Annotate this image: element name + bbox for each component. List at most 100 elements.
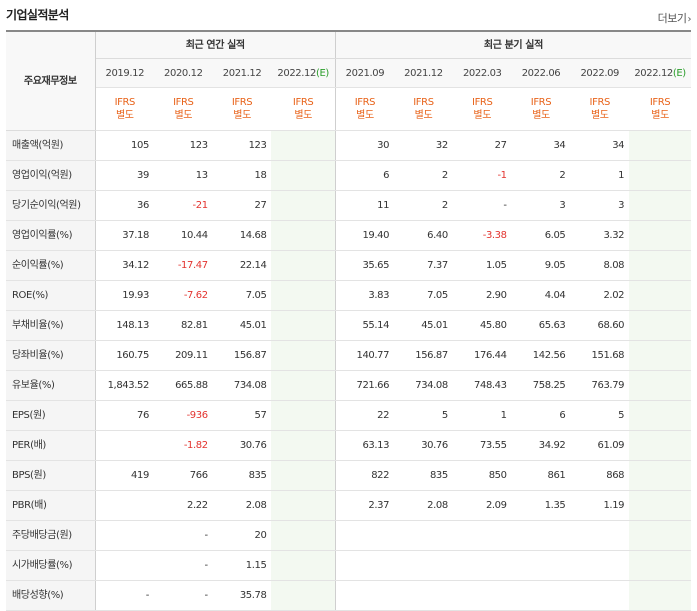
quarter-value-cell: [629, 190, 691, 221]
table-row: EPS(원) 76 -936 57 22 5 1 6 5: [6, 400, 691, 431]
annual-value-cell: -936: [153, 400, 213, 431]
quarter-value-cell: 861: [511, 460, 571, 491]
row-label: EPS(원): [6, 400, 96, 431]
ifrs-label: IFRS: [292, 97, 314, 108]
quarter-value-cell: [629, 400, 691, 431]
quarter-value-cell: 45.01: [394, 310, 453, 341]
quarter-value-cell: [629, 520, 691, 551]
annual-period-header: 2019.12: [95, 58, 154, 88]
table-row: 당기순이익(억원) 36 -21 27 11 2-3 3: [6, 190, 691, 221]
annual-value-cell: 160.75: [95, 340, 154, 371]
quarter-value-cell: 822: [335, 460, 395, 491]
annual-value-cell: [271, 310, 336, 341]
table-row: ROE(%) 19.93 -7.62 7.05 3.83 7.05 2.90 4.04 2.02: [6, 280, 691, 311]
quarter-period-label: 2022.06: [521, 67, 561, 79]
quarter-value-cell: 6.40: [394, 220, 453, 251]
quarter-value-cell: [394, 580, 453, 611]
annual-value-cell: 2.22: [153, 490, 213, 521]
ifrs-label: IFRS: [413, 97, 434, 108]
quarter-value-cell: [570, 550, 630, 581]
annual-value-cell: 665.88: [153, 370, 213, 401]
ifrs-basis-header: IFRS 별도: [212, 87, 272, 131]
annual-value-cell: [271, 550, 336, 581]
quarter-value-cell: 6.05: [511, 220, 571, 251]
quarter-value-cell: [452, 520, 512, 551]
quarter-value-cell: [629, 220, 691, 251]
table-row: 배당성향(%) - -35.78: [6, 580, 691, 611]
quarter-value-cell: [394, 520, 453, 551]
quarter-value-cell: 34.92: [511, 430, 571, 461]
separate-label: 별도: [294, 110, 312, 121]
quarter-value-cell: 3: [511, 190, 571, 221]
annual-value-cell: -21: [153, 190, 213, 221]
quarter-value-cell: [570, 580, 630, 611]
more-link[interactable]: 더보기›: [658, 10, 692, 26]
quarter-value-cell: 6: [511, 400, 571, 431]
quarter-value-cell: 2.90: [452, 280, 512, 311]
annual-value-cell: 19.93: [95, 280, 154, 311]
quarter-value-cell: 1: [452, 400, 512, 431]
quarter-value-cell: 8.08: [570, 250, 630, 281]
row-label: 영업이익(억원): [6, 160, 96, 191]
quarter-value-cell: 763.79: [570, 370, 630, 401]
financial-table: 주요재무정보 최근 연간 실적 최근 분기 실적 2019.12 2020.12 2…: [6, 30, 691, 611]
quarter-value-cell: 2.09: [452, 490, 512, 521]
quarter-value-cell: 6: [335, 160, 395, 191]
annual-value-cell: [95, 430, 154, 461]
annual-value-cell: 10.44: [153, 220, 213, 251]
quarter-period-header: 2022.03: [452, 58, 512, 88]
annual-value-cell: [271, 280, 336, 311]
quarter-value-cell: [629, 490, 691, 521]
table-row: 당좌비율(%) 160.75 209.11 156.87 140.77 156.87 176…: [6, 340, 691, 371]
row-label: 매출액(억원): [6, 130, 96, 161]
quarter-value-cell: 63.13: [335, 430, 395, 461]
annual-value-cell: 148.13: [95, 310, 154, 341]
annual-value-cell: 76: [95, 400, 154, 431]
table-row: 유보율(%) 1,843.52 665.88 734.08 721.66 734.08 74…: [6, 370, 691, 401]
quarter-value-cell: 1: [570, 160, 630, 191]
annual-period-header: 2020.12: [153, 58, 213, 88]
row-label: 시가배당률(%): [6, 550, 96, 581]
financial-summary-panel: 기업실적분석 더보기› 주요재무정보 최근 연간 실적 최근 분기 실적 201…: [6, 8, 692, 611]
annual-period-header: 2021.12: [212, 58, 272, 88]
annual-value-cell: [271, 220, 336, 251]
quarter-period-label: 2021.09: [345, 67, 385, 79]
quarter-value-cell: [629, 310, 691, 341]
quarter-period-header: 2022.09: [570, 58, 630, 88]
separate-label: 별도: [651, 110, 669, 121]
quarter-value-cell: 1.19: [570, 490, 630, 521]
table-row: 순이익률(%) 34.12 -17.47 22.14 35.65 7.37 1.05 9.05…: [6, 250, 691, 281]
section-title: 기업실적분석: [6, 8, 69, 22]
separate-label: 별도: [590, 110, 609, 121]
ifrs-label: IFRS: [649, 97, 671, 108]
row-label: 당기순이익(억원): [6, 190, 96, 221]
quarter-value-cell: 2.08: [394, 490, 453, 521]
quarter-value-cell: [335, 550, 395, 581]
table-row: 영업이익(억원) 39 13 18 6 2 -1 2 1: [6, 160, 691, 191]
ifrs-label: IFRS: [472, 97, 493, 108]
annual-value-cell: 766: [153, 460, 213, 491]
quarter-value-cell: 19.40: [335, 220, 395, 251]
annual-value-cell: [95, 520, 154, 551]
quarter-group-header: 최근 분기 실적: [335, 31, 691, 59]
annual-value-cell: 209.11: [153, 340, 213, 371]
annual-period-label: 2020.12: [164, 67, 203, 79]
quarter-value-cell: [629, 580, 691, 611]
table-row: PBR(배) 2.22 2.08 2.37 2.08 2.09 1.35 1.19: [6, 490, 691, 521]
quarter-value-cell: 5: [570, 400, 630, 431]
quarter-value-cell: 748.43: [452, 370, 512, 401]
annual-value-cell: 22.14: [212, 250, 272, 281]
annual-value-cell: [271, 340, 336, 371]
annual-value-cell: 123: [212, 130, 272, 161]
quarter-value-cell: 34: [570, 130, 630, 161]
quarter-value-cell: -1: [452, 160, 512, 191]
ifrs-label: IFRS: [354, 97, 376, 108]
table-row: BPS(원) 419 766 835 822 835 850 861 868: [6, 460, 691, 491]
annual-value-cell: [271, 520, 336, 551]
ifrs-label: IFRS: [173, 97, 194, 108]
annual-period-header: 2022.12(E): [271, 58, 336, 88]
quarter-period-label: 2022.03: [462, 67, 502, 79]
quarter-value-cell: 850: [452, 460, 512, 491]
estimate-marker: (E): [672, 67, 686, 79]
ifrs-basis-header: IFRS 별도: [511, 87, 571, 131]
